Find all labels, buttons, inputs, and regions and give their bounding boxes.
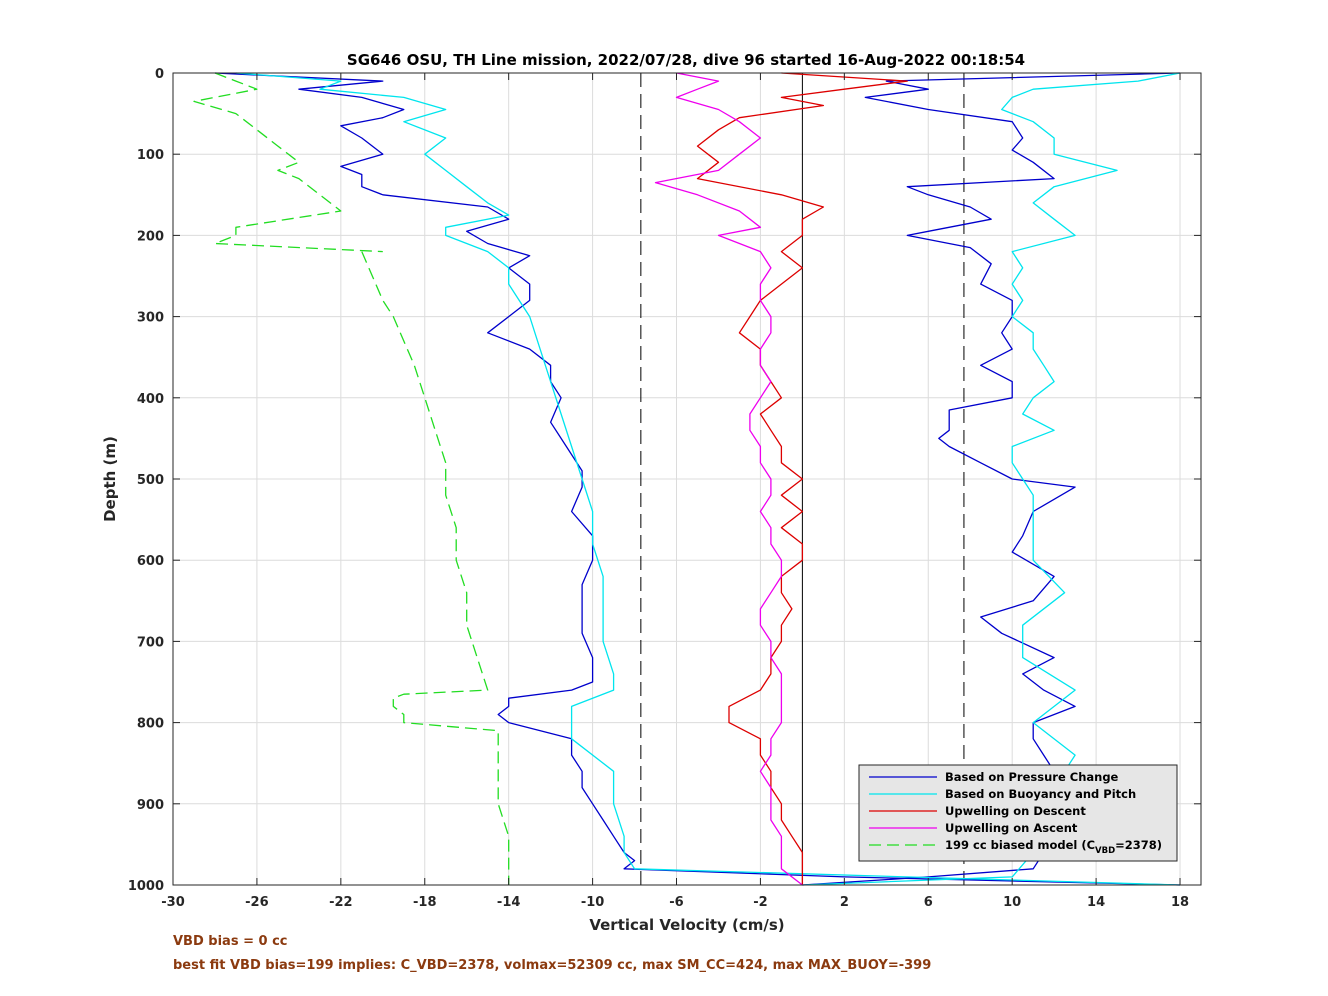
- series-lines: [193, 72, 1181, 886]
- y-tick-label: 200: [137, 229, 164, 244]
- x-tick-label: -30: [161, 895, 185, 910]
- y-tick-label: 900: [137, 798, 164, 813]
- x-tick-label: -6: [669, 895, 683, 910]
- y-tick-label: 700: [137, 635, 164, 650]
- y-tick-label: 400: [137, 392, 164, 407]
- x-tick-label: 2: [840, 895, 849, 910]
- legend-label: Upwelling on Descent: [945, 804, 1086, 818]
- y-tick-label: 1000: [128, 879, 164, 894]
- y-tick-label: 0: [155, 67, 164, 82]
- x-tick-label: 18: [1171, 895, 1189, 910]
- legend: Based on Pressure Change Based on Buoyanc…: [858, 764, 1178, 862]
- y-tick-label: 600: [137, 554, 164, 569]
- x-axis-label: Vertical Velocity (cm/s): [589, 916, 784, 934]
- y-tick-label: 100: [137, 148, 164, 163]
- legend-label-subscript: VBD: [1095, 846, 1115, 856]
- vbd-bias-note: VBD bias = 0 cc: [173, 934, 288, 949]
- y-tick-label: 800: [137, 717, 164, 732]
- x-tick-label: -18: [413, 895, 437, 910]
- y-tick-label: 300: [137, 311, 164, 326]
- series-line-based-on-buoyancy-and-pitch: [235, 72, 1181, 886]
- axis-ticks: -30 -26 -22 -18 -14 -10 -6 -2 2 6 10 14 180100200300…: [128, 67, 1201, 910]
- series-line-upwelling-on-descent: [696, 72, 908, 885]
- y-axis-label: Depth (m): [101, 436, 119, 522]
- series-line-upwelling-on-ascent: [654, 72, 803, 886]
- series-line-based-on-buoyancy-and-pitch: [802, 72, 1181, 886]
- series-line-based-on-pressure-change: [214, 72, 1181, 886]
- x-tick-label: -22: [329, 895, 353, 910]
- legend-label: Based on Pressure Change: [945, 770, 1119, 784]
- x-tick-label: -14: [497, 895, 521, 910]
- x-tick-label: -26: [245, 895, 269, 910]
- x-tick-label: 10: [1003, 895, 1021, 910]
- series-line-199-cc-biased-model-c-vbd-2378-: [193, 72, 383, 253]
- best-fit-note: best fit VBD bias=199 implies: C_VBD=237…: [173, 958, 932, 973]
- y-tick-label: 500: [137, 473, 164, 488]
- legend-label-tail: =2378): [1115, 838, 1162, 852]
- legend-label: Based on Buoyancy and Pitch: [945, 787, 1136, 801]
- x-tick-label: -2: [753, 895, 767, 910]
- legend-label: Upwelling on Ascent: [945, 821, 1078, 835]
- x-tick-label: 6: [924, 895, 933, 910]
- x-tick-label: -10: [581, 895, 605, 910]
- series-line-based-on-pressure-change: [802, 72, 1181, 886]
- chart-title: SG646 OSU, TH Line mission, 2022/07/28, …: [347, 51, 1025, 69]
- x-tick-label: 14: [1087, 895, 1105, 910]
